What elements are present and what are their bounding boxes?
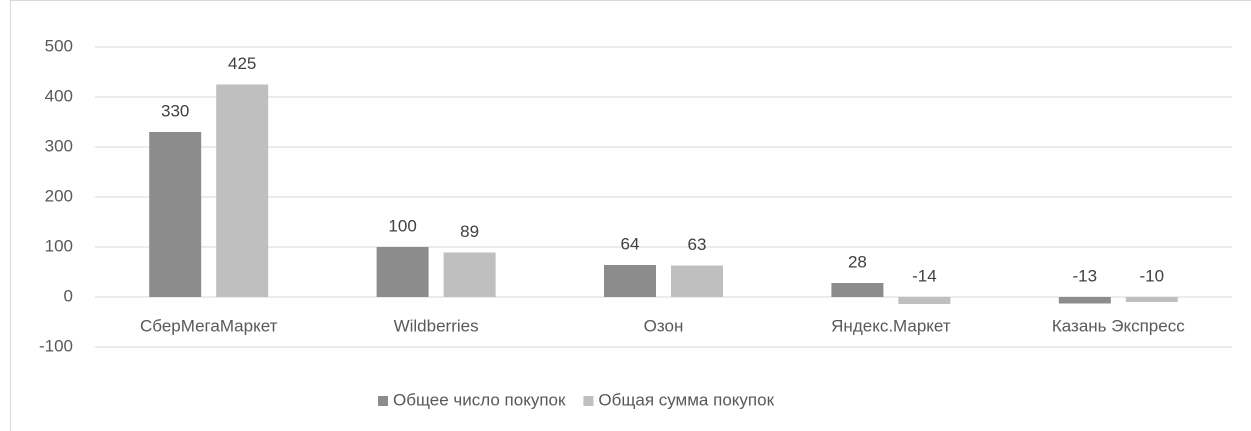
value-label: 100 <box>388 216 416 235</box>
bar <box>149 132 202 297</box>
value-label: 425 <box>228 54 256 73</box>
value-label: 63 <box>688 235 707 254</box>
y-tick-label: 500 <box>45 36 73 55</box>
bar <box>443 252 496 297</box>
value-label: 89 <box>460 222 479 241</box>
y-tick-label: 100 <box>45 236 73 255</box>
bar <box>216 84 269 297</box>
x-tick-label: Казань Экспресс <box>1052 316 1185 335</box>
bar <box>1058 297 1111 304</box>
value-label: 330 <box>161 101 189 120</box>
legend-label: Общая сумма покупок <box>598 390 774 409</box>
chart-frame <box>10 0 1251 431</box>
bar <box>1125 297 1178 302</box>
bar <box>604 265 656 297</box>
value-label: -13 <box>1073 266 1098 285</box>
legend-swatch <box>583 396 594 406</box>
x-tick-label: Яндекс.Маркет <box>831 316 951 335</box>
y-tick-label: 200 <box>45 186 73 205</box>
value-label: -14 <box>912 266 937 285</box>
x-tick-label: Wildberries <box>394 316 479 335</box>
y-tick-label: 0 <box>64 286 73 305</box>
y-tick-label: -100 <box>39 336 73 355</box>
value-label: -10 <box>1140 266 1165 285</box>
value-label: 64 <box>621 234 640 253</box>
y-tick-label: 300 <box>45 136 73 155</box>
bar <box>831 283 884 297</box>
bar <box>898 297 951 304</box>
legend-swatch <box>378 396 388 406</box>
legend-label: Общее число покупок <box>393 390 566 409</box>
bar <box>671 265 723 297</box>
bar <box>376 247 429 297</box>
x-tick-label: Озон <box>644 316 684 335</box>
value-label: 28 <box>848 252 867 271</box>
y-tick-label: 400 <box>45 86 73 105</box>
x-tick-label: СберМегаМаркет <box>140 316 278 335</box>
